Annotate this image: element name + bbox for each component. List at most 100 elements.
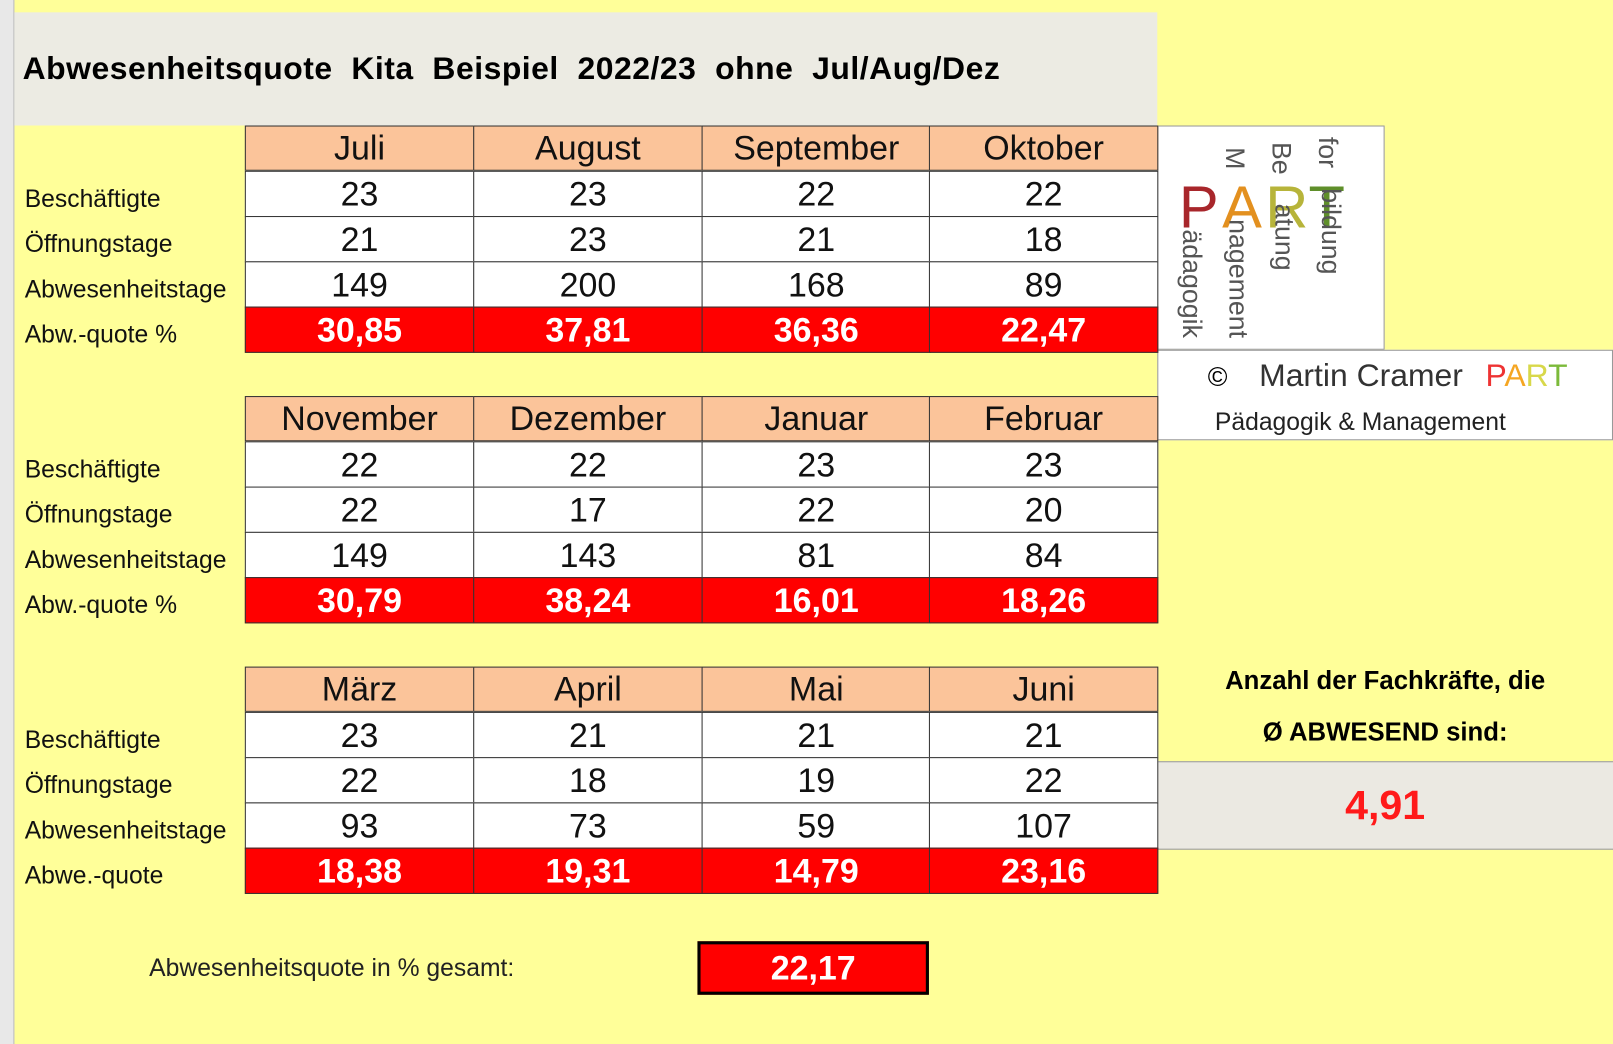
month-header: Mai [701,666,931,712]
credit-name: Martin Cramer [1259,356,1463,393]
value-cell: 18 [473,757,703,804]
value-cell: 22 [928,170,1159,218]
value-cell: 200 [473,261,703,308]
row-label: Abwesenheitstage [24,546,227,575]
copyright: © [1207,361,1228,392]
row-label: Öffnungstage [24,771,173,800]
row-label: Beschäftigte [24,455,161,484]
quote-cell: 23,16 [928,847,1159,894]
quote-cell: 14,79 [701,847,931,894]
summary-line: Anzahl der Fachkräfte, die [1225,666,1546,696]
logo-word: Be [1266,141,1298,175]
row-label: Abw.-quote % [24,320,178,349]
brand-letter: R [1525,356,1549,393]
value-cell: 149 [244,261,475,308]
value-cell: 81 [701,531,931,579]
logo-word: ädagogik [1176,229,1208,338]
row-label: Abwesenheitstage [24,816,227,845]
row-label: Beschäftigte [24,726,161,755]
value-cell: 59 [701,802,931,849]
value-cell: 23 [701,441,931,488]
value-cell: 22 [701,486,931,533]
value-cell: 22 [701,170,931,218]
value-cell: 22 [244,441,475,488]
value-cell: 21 [701,711,931,759]
logo-word: M [1220,147,1251,170]
logo-letter: A [1222,173,1262,241]
quote-cell: 30,79 [244,577,475,624]
total-value: 22,17 [697,941,929,995]
quote-cell: 16,01 [701,577,931,624]
value-cell: 89 [928,261,1159,308]
value-cell: 84 [928,531,1159,579]
total-label: Abwesenheitsquote in % gesamt: [149,954,515,983]
value-cell: 20 [928,486,1159,533]
quote-cell: 30,85 [244,306,475,353]
value-cell: 73 [473,802,703,849]
value-cell: 22 [473,441,703,488]
month-header: März [244,666,475,712]
summary-line: Ø ABWESEND sind: [1262,718,1508,747]
logo-word: atung [1269,203,1301,271]
quote-cell: 38,24 [473,577,703,624]
logo-word: for [1312,136,1344,169]
month-header: Juni [928,666,1159,712]
value-cell: 23 [244,170,475,218]
quote-cell: 37,81 [473,306,703,353]
value-cell: 22 [244,486,475,533]
credit-brand: PART [1485,357,1567,394]
month-header: Dezember [473,396,703,442]
quote-cell: 19,31 [473,847,703,894]
value-cell: 93 [244,802,475,849]
row-gutter [0,0,15,1044]
value-cell: 23 [244,711,475,759]
value-cell: 21 [928,711,1159,759]
month-header: November [244,396,475,442]
month-header: Oktober [928,125,1159,171]
value-cell: 149 [244,531,475,579]
credit-box: © Martin Cramer PART Pädagogik & Managem… [1157,349,1613,441]
logo-word: bildung [1315,188,1347,275]
value-cell: 21 [244,216,475,263]
brand-letter: A [1504,356,1526,393]
quote-cell: 18,38 [244,847,475,894]
value-cell: 19 [701,757,931,804]
credit-line: Pädagogik & Management [1214,408,1506,437]
value-cell: 168 [701,261,931,308]
row-label: Abwe.-quote [24,862,164,890]
logo-word: nagement [1223,219,1254,339]
value-cell: 143 [473,531,703,579]
row-label: Abwesenheitstage [24,275,227,304]
row-label: Beschäftigte [24,185,161,213]
month-header: August [473,125,703,171]
brand-letter: P [1485,356,1505,393]
value-cell: 22 [928,757,1159,804]
value-cell: 22 [244,757,475,804]
month-header: Juli [244,125,475,171]
value-cell: 23 [473,216,703,263]
logo: P A R T M Be for ädagogik nagement atung bildung [1157,125,1385,350]
value-cell: 17 [473,486,703,533]
row-label: Öffnungstage [24,500,173,529]
summary-value: 4,91 [1157,761,1613,850]
logo-letter: R [1265,173,1309,241]
logo-letter: T [1308,173,1345,241]
value-cell: 107 [928,802,1159,849]
brand-letter: T [1548,356,1568,393]
month-header: April [473,666,703,712]
value-cell: 23 [928,441,1159,488]
logo-letter: P [1178,173,1219,241]
quote-cell: 36,36 [701,306,931,353]
value-cell: 18 [928,216,1159,263]
month-header: Februar [928,396,1159,442]
value-cell: 21 [473,711,703,759]
value-cell: 21 [701,216,931,263]
quote-cell: 22,47 [928,306,1159,353]
row-label: Öffnungstage [24,230,173,259]
row-label: Abw.-quote % [24,591,178,620]
month-header: Januar [701,396,931,442]
quote-cell: 18,26 [928,577,1159,624]
month-header: September [701,125,931,171]
sheet-title: Abwesenheitsquote Kita Beispiel 2022/23 … [14,12,1158,126]
